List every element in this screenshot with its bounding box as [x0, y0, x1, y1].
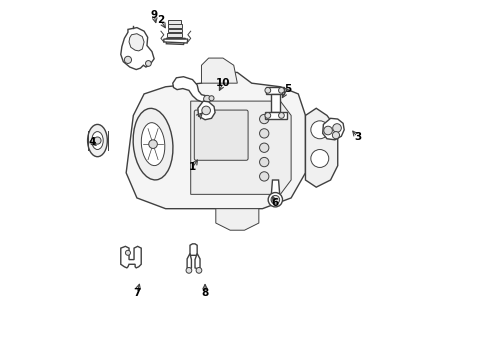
Circle shape [264, 87, 270, 93]
Text: 7: 7 [133, 288, 141, 298]
Polygon shape [195, 253, 200, 269]
Circle shape [323, 126, 332, 135]
Polygon shape [166, 39, 185, 44]
Ellipse shape [141, 123, 164, 166]
Circle shape [259, 157, 268, 167]
Polygon shape [126, 72, 305, 209]
Polygon shape [129, 34, 144, 51]
Polygon shape [167, 29, 182, 32]
Circle shape [185, 267, 191, 273]
Circle shape [332, 132, 339, 139]
Polygon shape [215, 209, 258, 230]
Ellipse shape [267, 193, 282, 207]
Circle shape [259, 114, 268, 124]
Circle shape [202, 106, 210, 115]
Circle shape [310, 149, 328, 167]
Polygon shape [322, 118, 344, 140]
Ellipse shape [92, 132, 103, 149]
Text: 6: 6 [271, 198, 278, 208]
Polygon shape [121, 246, 141, 268]
Polygon shape [271, 94, 280, 112]
Circle shape [124, 56, 131, 63]
Circle shape [145, 60, 151, 66]
Polygon shape [190, 244, 197, 255]
Circle shape [332, 124, 341, 132]
Polygon shape [271, 180, 279, 194]
Polygon shape [168, 20, 181, 24]
Polygon shape [265, 87, 284, 94]
Polygon shape [172, 77, 207, 102]
Circle shape [278, 113, 284, 118]
Text: 9: 9 [150, 10, 157, 20]
Polygon shape [190, 101, 290, 194]
Polygon shape [121, 28, 154, 69]
Polygon shape [168, 24, 182, 28]
Circle shape [148, 140, 157, 148]
Text: 10: 10 [215, 78, 230, 88]
Text: 4: 4 [88, 138, 96, 147]
Text: 8: 8 [201, 288, 208, 298]
Text: 1: 1 [188, 162, 196, 172]
Text: 2: 2 [157, 15, 164, 26]
Polygon shape [167, 33, 182, 37]
Polygon shape [265, 112, 286, 119]
Text: 3: 3 [353, 132, 360, 142]
Circle shape [264, 113, 270, 118]
Polygon shape [305, 108, 337, 187]
Ellipse shape [270, 195, 279, 204]
Polygon shape [187, 253, 191, 269]
Circle shape [278, 87, 284, 93]
Circle shape [310, 121, 328, 139]
Circle shape [196, 267, 202, 273]
Circle shape [259, 143, 268, 152]
Circle shape [259, 172, 268, 181]
Circle shape [125, 250, 130, 255]
Circle shape [259, 129, 268, 138]
Circle shape [203, 95, 210, 103]
Circle shape [208, 96, 214, 101]
Ellipse shape [87, 125, 107, 157]
Polygon shape [198, 101, 215, 120]
FancyBboxPatch shape [194, 110, 247, 160]
Ellipse shape [133, 108, 173, 180]
Polygon shape [163, 39, 187, 43]
Circle shape [94, 137, 101, 144]
Polygon shape [201, 58, 237, 83]
Text: 5: 5 [284, 84, 290, 94]
